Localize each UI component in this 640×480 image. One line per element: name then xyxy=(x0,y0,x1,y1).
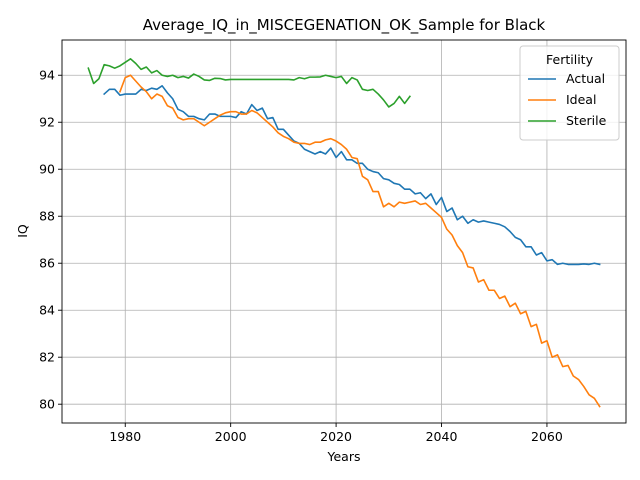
y-tick-label: 90 xyxy=(39,162,55,177)
x-tick-label: 2040 xyxy=(426,429,458,444)
legend-entry-actual: Actual xyxy=(528,71,605,86)
x-tick-label: 2020 xyxy=(320,429,352,444)
legend-entry-ideal: Ideal xyxy=(528,92,596,107)
y-tick-label: 84 xyxy=(39,303,55,318)
y-tick-label: 92 xyxy=(39,115,55,130)
legend-label: Ideal xyxy=(566,92,596,107)
legend-label: Actual xyxy=(566,71,605,86)
x-tick-label: 2060 xyxy=(531,429,563,444)
x-axis-ticks: 1980 2000 2020 2040 2060 xyxy=(109,423,563,444)
x-axis-label: Years xyxy=(327,449,361,464)
y-tick-label: 94 xyxy=(39,68,55,83)
legend-title: Fertility xyxy=(546,52,594,67)
chart-title: Average_IQ_in_MISCEGENATION_OK_Sample fo… xyxy=(143,16,546,35)
legend-box xyxy=(519,45,620,141)
legend-items: Actual Ideal Sterile xyxy=(528,71,607,128)
legend: Fertility Actual Ideal Sterile xyxy=(519,45,620,141)
series-line-sterile xyxy=(87,57,412,108)
y-axis-label: IQ xyxy=(15,224,30,238)
legend-label: Sterile xyxy=(566,113,607,128)
y-tick-label: 86 xyxy=(39,256,55,271)
series-layer xyxy=(87,57,601,408)
y-axis-ticks: 80 82 84 86 88 90 92 94 xyxy=(39,68,62,412)
series-line-actual xyxy=(103,85,601,266)
grid-lines xyxy=(62,40,626,423)
y-tick-label: 88 xyxy=(39,209,55,224)
x-tick-label: 1980 xyxy=(109,429,141,444)
x-tick-label: 2000 xyxy=(215,429,247,444)
y-tick-label: 82 xyxy=(39,350,55,365)
y-tick-label: 80 xyxy=(39,397,55,412)
series-line-ideal xyxy=(118,74,601,408)
axes-frame xyxy=(61,39,627,424)
legend-entry-sterile: Sterile xyxy=(528,113,607,128)
